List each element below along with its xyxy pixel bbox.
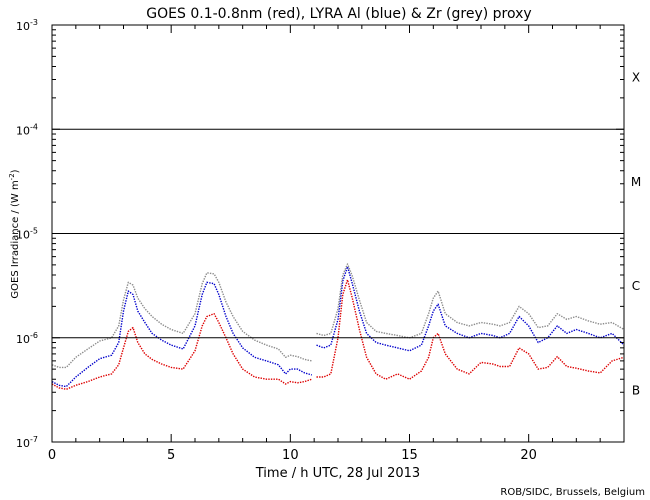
y-tick-label-3: 10-6 xyxy=(16,331,38,346)
series-line-2 xyxy=(51,263,625,369)
class-label-x: X xyxy=(632,71,640,85)
class-label-m: M xyxy=(631,175,641,189)
class-label-b: B xyxy=(632,383,640,397)
credit-text: ROB/SIDC, Brussels, Belgium xyxy=(500,487,645,498)
x-axis: 0 5 10 15 20 xyxy=(48,25,601,463)
series-line-1 xyxy=(51,266,625,388)
y-tick-label-0: 10-3 xyxy=(16,18,38,33)
series-line-0 xyxy=(51,279,625,390)
x-axis-label: Time / h UTC, 28 Jul 2013 xyxy=(255,466,420,481)
x-tick-label-4: 20 xyxy=(520,448,537,463)
x-tick-label-2: 10 xyxy=(282,448,299,463)
series-layer xyxy=(51,263,625,390)
x-tick-label-1: 5 xyxy=(167,448,175,463)
flare-class-labels: X M C B xyxy=(631,71,641,398)
y-axis-label: GOES Irradiance / (W m-2) xyxy=(8,169,21,298)
x-tick-label-0: 0 xyxy=(48,448,56,463)
chart-title: GOES 0.1-0.8nm (red), LYRA Al (blue) & Z… xyxy=(146,6,531,22)
y-tick-label-2: 10-5 xyxy=(16,227,38,242)
class-label-c: C xyxy=(632,279,640,293)
y-tick-label-1: 10-4 xyxy=(16,122,38,137)
class-line-layer xyxy=(52,128,624,339)
y-axis: 10-3 10-4 10-5 10-6 10-7 xyxy=(16,18,624,450)
y-tick-label-4: 10-7 xyxy=(16,435,38,450)
x-tick-label-3: 15 xyxy=(401,448,418,463)
